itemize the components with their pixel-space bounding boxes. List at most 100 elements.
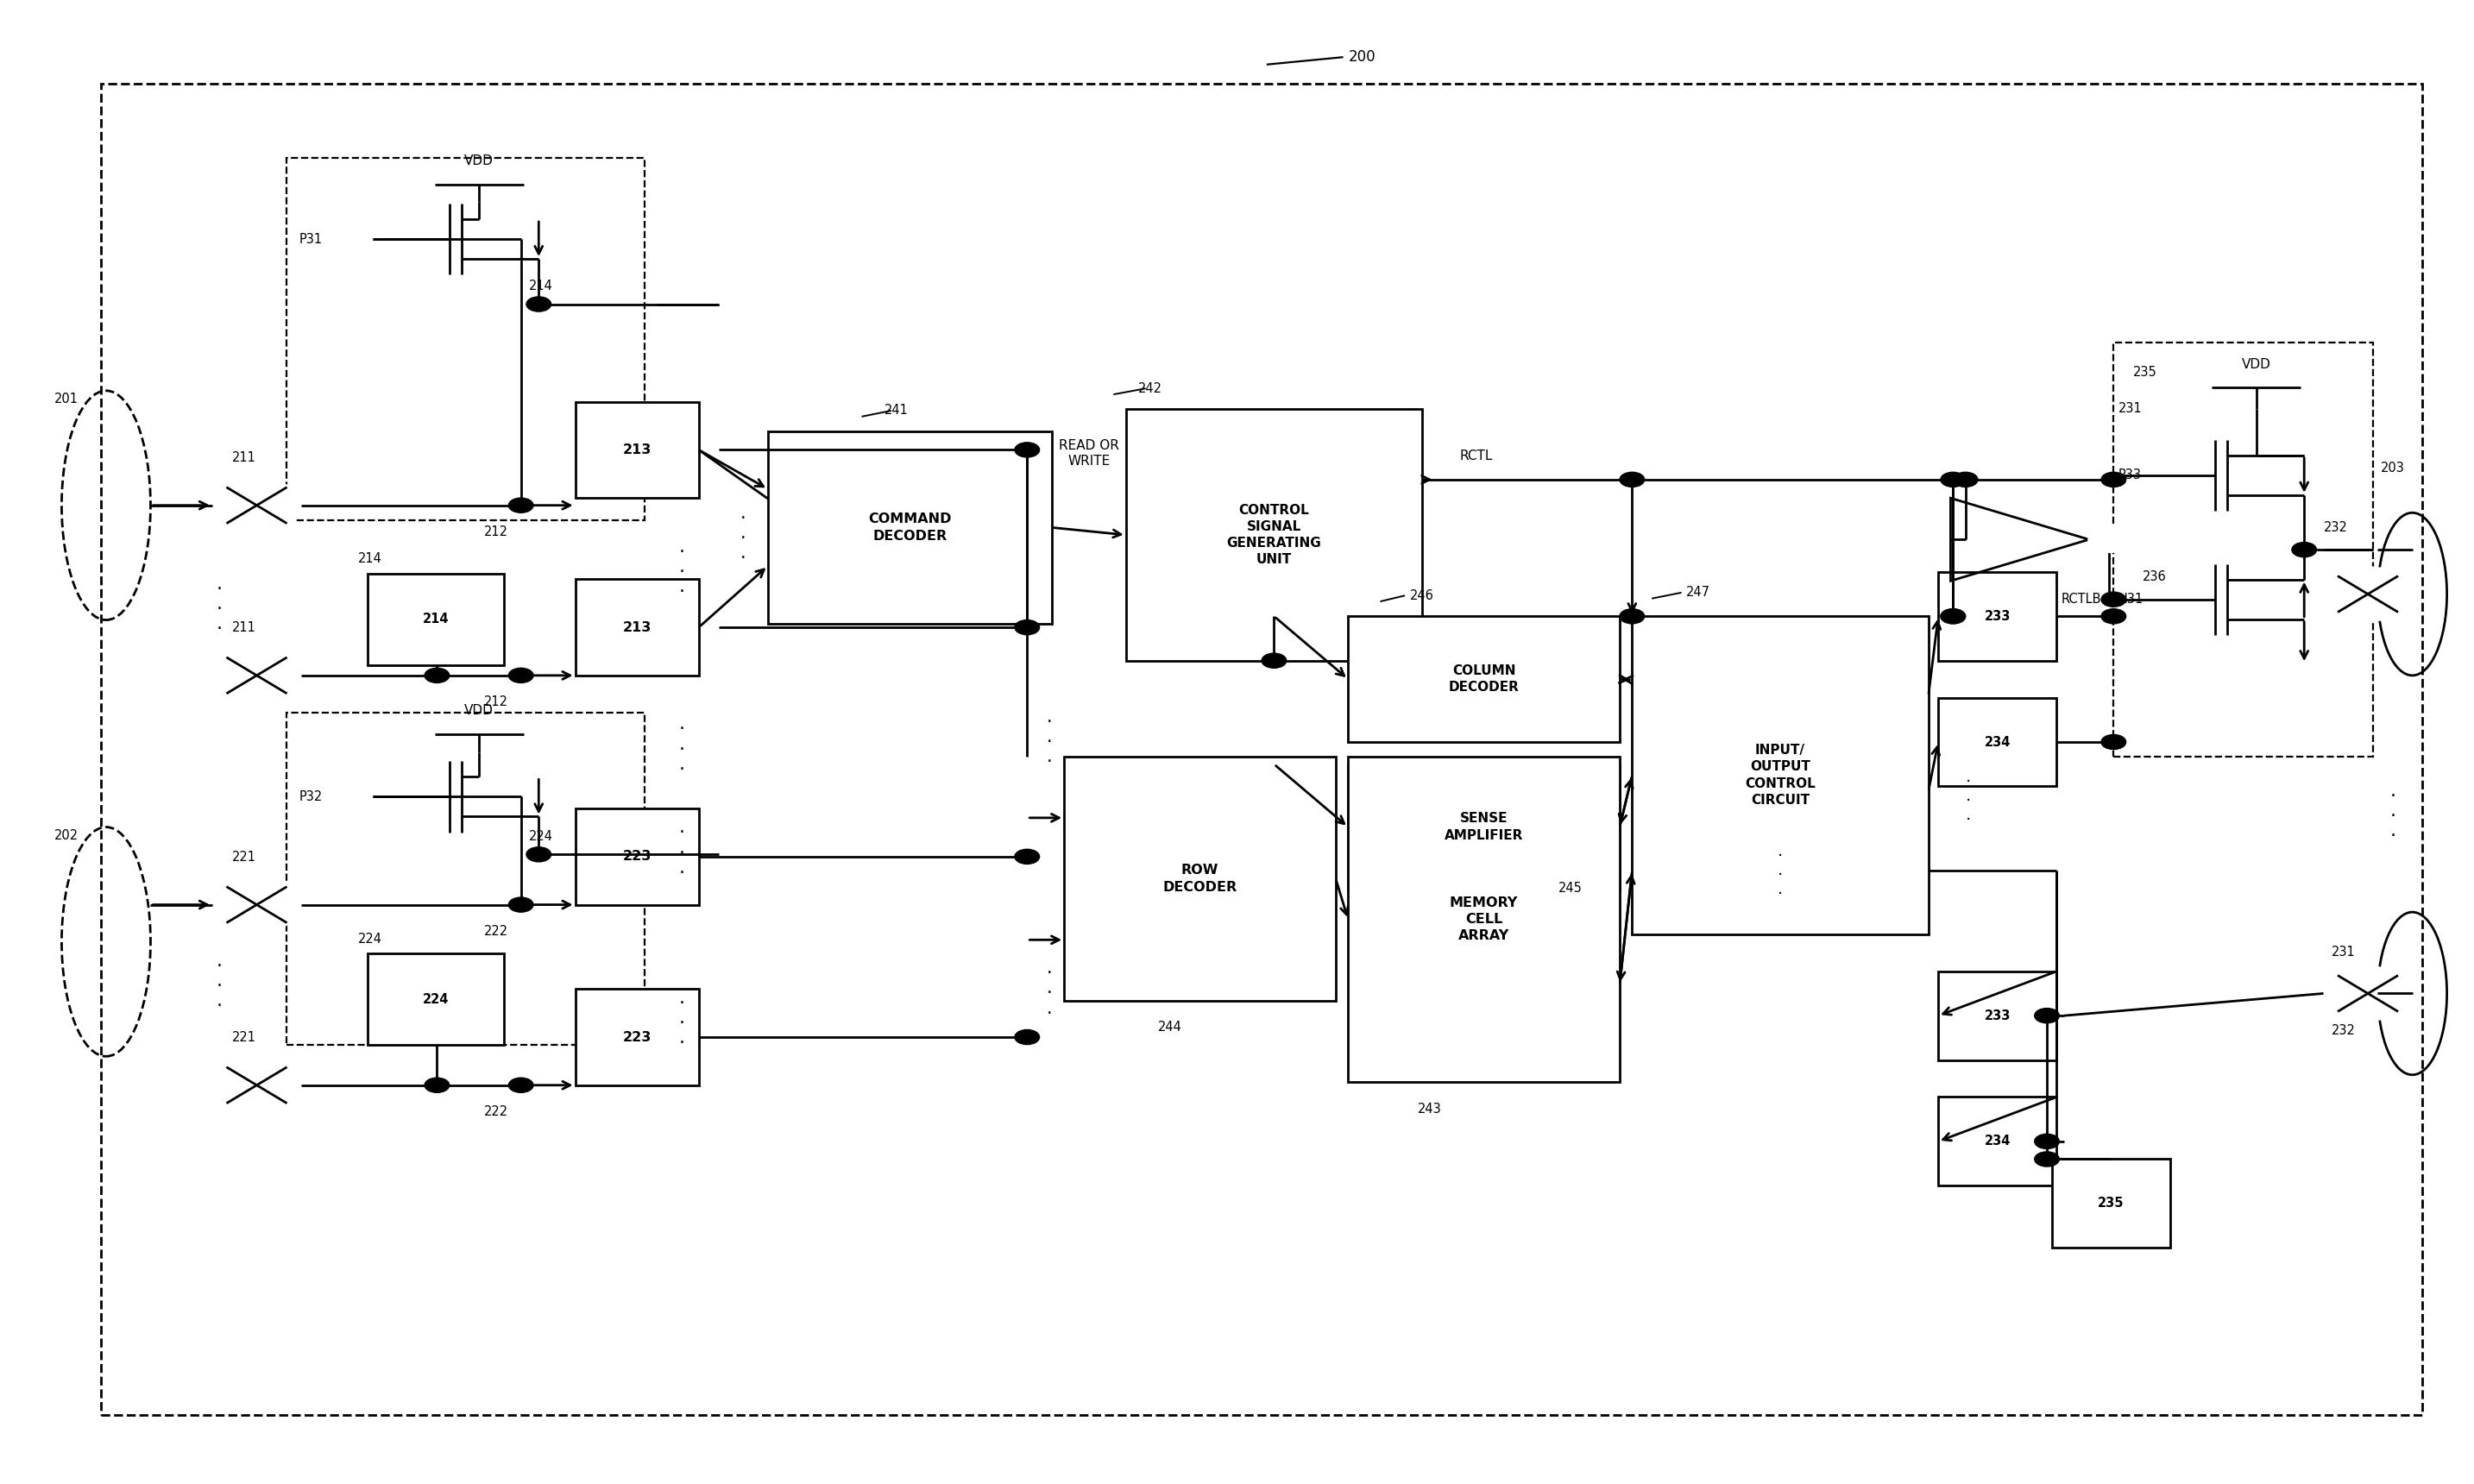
Text: P32: P32 xyxy=(299,791,322,803)
Text: 247: 247 xyxy=(1687,586,1710,600)
Text: 221: 221 xyxy=(233,850,257,864)
Circle shape xyxy=(527,297,552,312)
Text: 200: 200 xyxy=(1348,49,1376,65)
Text: ·
·
·: · · · xyxy=(678,543,685,601)
Bar xyxy=(1633,616,1927,935)
Bar xyxy=(287,157,643,519)
Bar xyxy=(1348,757,1620,1082)
Text: COMMAND
DECODER: COMMAND DECODER xyxy=(868,513,952,542)
Bar xyxy=(369,573,505,665)
Circle shape xyxy=(2291,542,2316,556)
Text: ·
·
·: · · · xyxy=(218,580,223,638)
Text: RCTLB: RCTLB xyxy=(2061,594,2100,605)
Circle shape xyxy=(2034,1008,2058,1022)
Text: 212: 212 xyxy=(485,696,507,708)
Text: 241: 241 xyxy=(883,404,908,417)
Bar xyxy=(1937,1097,2056,1186)
Text: ·
·
·: · · · xyxy=(1964,775,1972,828)
Circle shape xyxy=(213,1058,302,1112)
Text: ·
·
·: · · · xyxy=(1047,714,1051,770)
Circle shape xyxy=(1940,608,1964,623)
Circle shape xyxy=(2100,592,2125,607)
Text: 222: 222 xyxy=(485,925,507,938)
Bar xyxy=(2051,1159,2170,1248)
Circle shape xyxy=(213,479,302,531)
Circle shape xyxy=(213,649,302,702)
Bar xyxy=(369,954,505,1045)
Bar xyxy=(1937,571,2056,660)
Text: 232: 232 xyxy=(2331,1024,2355,1037)
Text: ·
·
·: · · · xyxy=(678,721,685,778)
Bar xyxy=(576,402,698,499)
Text: SENSE
AMPLIFIER: SENSE AMPLIFIER xyxy=(1445,812,1524,841)
Text: ·
·
·: · · · xyxy=(2390,788,2395,844)
Circle shape xyxy=(426,1077,450,1092)
Text: READ OR
WRITE: READ OR WRITE xyxy=(1059,439,1118,467)
Circle shape xyxy=(2100,472,2125,487)
Text: P31: P31 xyxy=(299,233,322,245)
Text: 234: 234 xyxy=(1984,736,2011,748)
Circle shape xyxy=(527,847,552,862)
Text: ·
·
·: · · · xyxy=(1776,847,1784,902)
Text: INPUT/
OUTPUT
CONTROL
CIRCUIT: INPUT/ OUTPUT CONTROL CIRCUIT xyxy=(1744,743,1816,807)
Text: 234: 234 xyxy=(1984,1135,2011,1147)
Text: 211: 211 xyxy=(233,622,257,635)
Text: 223: 223 xyxy=(623,850,651,864)
Text: 224: 224 xyxy=(359,932,383,945)
Circle shape xyxy=(2088,527,2130,552)
Text: 243: 243 xyxy=(1418,1103,1442,1116)
Text: 224: 224 xyxy=(529,830,552,843)
Text: ·
·
·: · · · xyxy=(740,510,747,567)
Text: 214: 214 xyxy=(423,613,448,626)
Text: 221: 221 xyxy=(233,1031,257,1045)
Text: 233: 233 xyxy=(1984,1009,2011,1022)
Circle shape xyxy=(510,1077,534,1092)
Text: 232: 232 xyxy=(2323,521,2348,534)
Text: VDD: VDD xyxy=(2241,358,2271,371)
Text: 244: 244 xyxy=(1158,1021,1183,1034)
Circle shape xyxy=(1940,608,1964,623)
Bar xyxy=(767,432,1051,623)
Circle shape xyxy=(510,668,534,683)
Circle shape xyxy=(1014,620,1039,635)
Text: ROW
DECODER: ROW DECODER xyxy=(1163,864,1237,893)
Bar xyxy=(1348,616,1620,742)
Text: 222: 222 xyxy=(485,1106,507,1119)
Text: MEMORY
CELL
ARRAY: MEMORY CELL ARRAY xyxy=(1450,896,1519,942)
Text: 233: 233 xyxy=(1984,610,2011,623)
Circle shape xyxy=(1952,472,1977,487)
Text: 213: 213 xyxy=(623,620,651,634)
Circle shape xyxy=(2034,1134,2058,1149)
Bar xyxy=(287,712,643,1045)
Bar xyxy=(576,579,698,675)
Text: COLUMN
DECODER: COLUMN DECODER xyxy=(1450,665,1519,695)
Circle shape xyxy=(1940,472,1964,487)
Circle shape xyxy=(1014,1030,1039,1045)
Text: 235: 235 xyxy=(2098,1198,2125,1209)
Text: ·
·
·: · · · xyxy=(678,824,685,881)
Text: 201: 201 xyxy=(54,392,79,405)
Text: VDD: VDD xyxy=(465,154,495,168)
Text: VDD: VDD xyxy=(465,705,495,717)
Text: CONTROL
SIGNAL
GENERATING
UNIT: CONTROL SIGNAL GENERATING UNIT xyxy=(1227,503,1321,567)
Circle shape xyxy=(1620,608,1645,623)
Circle shape xyxy=(2100,735,2125,749)
Text: 212: 212 xyxy=(485,525,507,539)
Text: P33: P33 xyxy=(2118,469,2142,482)
Text: N31: N31 xyxy=(2118,594,2145,605)
Text: ·
·
·: · · · xyxy=(218,957,223,1015)
Bar xyxy=(1126,410,1423,660)
Circle shape xyxy=(1014,442,1039,457)
Text: 213: 213 xyxy=(623,444,651,456)
Circle shape xyxy=(2100,608,2125,623)
Text: 246: 246 xyxy=(1410,589,1435,603)
Circle shape xyxy=(510,499,534,513)
Bar xyxy=(576,988,698,1085)
Circle shape xyxy=(1262,653,1286,668)
Text: 203: 203 xyxy=(2380,462,2405,475)
Text: 211: 211 xyxy=(233,451,257,464)
Text: ·
·
·: · · · xyxy=(678,994,685,1052)
Circle shape xyxy=(2323,968,2412,1020)
Circle shape xyxy=(426,668,450,683)
Text: 242: 242 xyxy=(1138,381,1163,395)
